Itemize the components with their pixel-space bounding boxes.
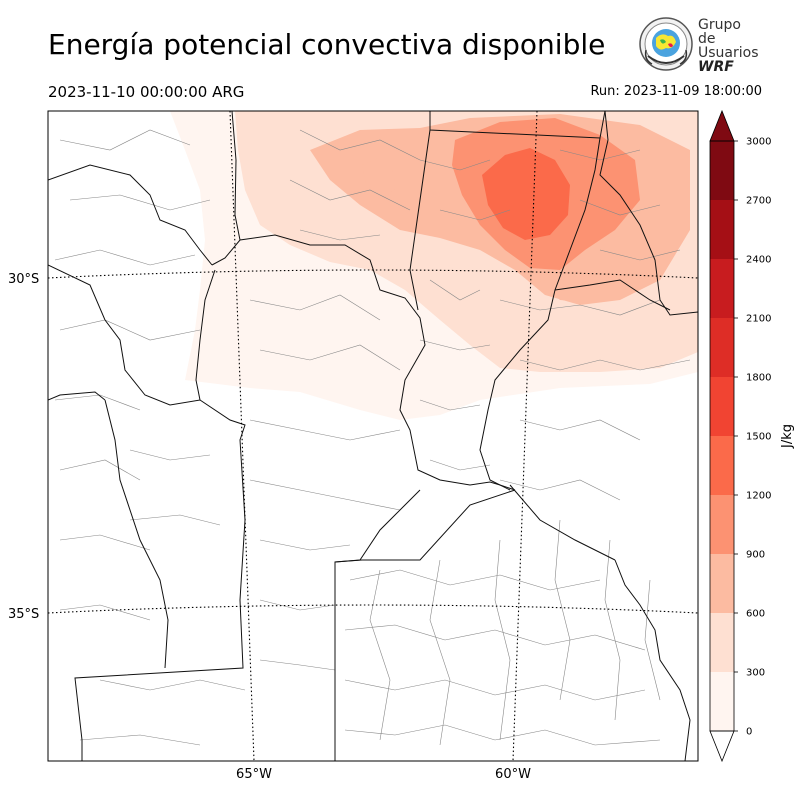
cape-blob-west [362, 158, 396, 198]
map-title: Energía potencial convectiva disponible [48, 28, 606, 61]
colorbar-tick-label: 3000 [746, 137, 771, 148]
colorbar-tick-label: 0 [746, 727, 752, 738]
graticule [48, 111, 698, 761]
wrf-globe-emblem-icon [639, 17, 693, 71]
colorbar-band [710, 377, 734, 436]
colorbar-band [710, 554, 734, 613]
lon-tick-60w: 60°W [495, 767, 531, 782]
colorbar-band [710, 672, 734, 731]
colorbar-band [710, 259, 734, 318]
run-time: Run: 2023-11-09 18:00:00 [590, 84, 762, 99]
colorbar-band [710, 613, 734, 672]
colorbar-tick-label: 1200 [746, 491, 771, 502]
cape-fill-layer [170, 111, 698, 420]
colorbar-unit-label: J/kg [780, 424, 795, 449]
colorbar-extend-top [709, 109, 735, 142]
colorbar-extend-bottom [709, 730, 735, 763]
lat-tick-35s: 35°S [8, 607, 39, 622]
lat-line-35s [48, 604, 698, 614]
lon-line-65w [229, 111, 255, 761]
colorbar-ticks: 0 300 600 900 1200 1500 1800 2100 2400 2700 3000 [734, 137, 771, 738]
lat-tick-30s: 30°S [8, 272, 39, 287]
colorbar-tick-label: 600 [746, 609, 765, 620]
lat-line-30s [48, 269, 698, 279]
logo-line-3: WRF [698, 59, 734, 75]
cape-blob-south [540, 272, 600, 302]
map-frame [47, 110, 699, 762]
lon-line-60w [512, 111, 538, 761]
colorbar-tick-label: 2700 [746, 196, 771, 207]
colorbar-band [710, 436, 734, 495]
logo-text: Grupo de Usuarios WRF [698, 18, 762, 74]
logo-line-2: Usuarios [698, 45, 759, 61]
colorbar-tick-label: 2100 [746, 314, 771, 325]
colorbar-tick-label: 1800 [746, 373, 771, 384]
map-area [48, 111, 698, 761]
province-boundaries [48, 111, 698, 761]
colorbar-tick-label: 2400 [746, 255, 771, 266]
colorbar-band [710, 141, 734, 200]
colorbar-band [710, 495, 734, 554]
colorbar-tick-label: 300 [746, 668, 765, 679]
lon-tick-65w: 65°W [236, 767, 272, 782]
department-boundaries [54, 129, 691, 746]
colorbar-tick-label: 1500 [746, 432, 771, 443]
wrf-logo: Grupo de Usuarios WRF [638, 16, 762, 74]
logo-line-1: Grupo de [698, 17, 741, 47]
colorbar-tick-label: 900 [746, 550, 765, 561]
valid-time: 2023-11-10 00:00:00 ARG [48, 83, 245, 101]
colorbar-bands [710, 141, 734, 731]
colorbar-band [710, 318, 734, 377]
colorbar-band [710, 200, 734, 259]
cape-band-1200-1500 [482, 148, 570, 240]
colorbar: 0 300 600 900 1200 1500 1800 2100 2400 2700 3000 J… [709, 109, 795, 763]
